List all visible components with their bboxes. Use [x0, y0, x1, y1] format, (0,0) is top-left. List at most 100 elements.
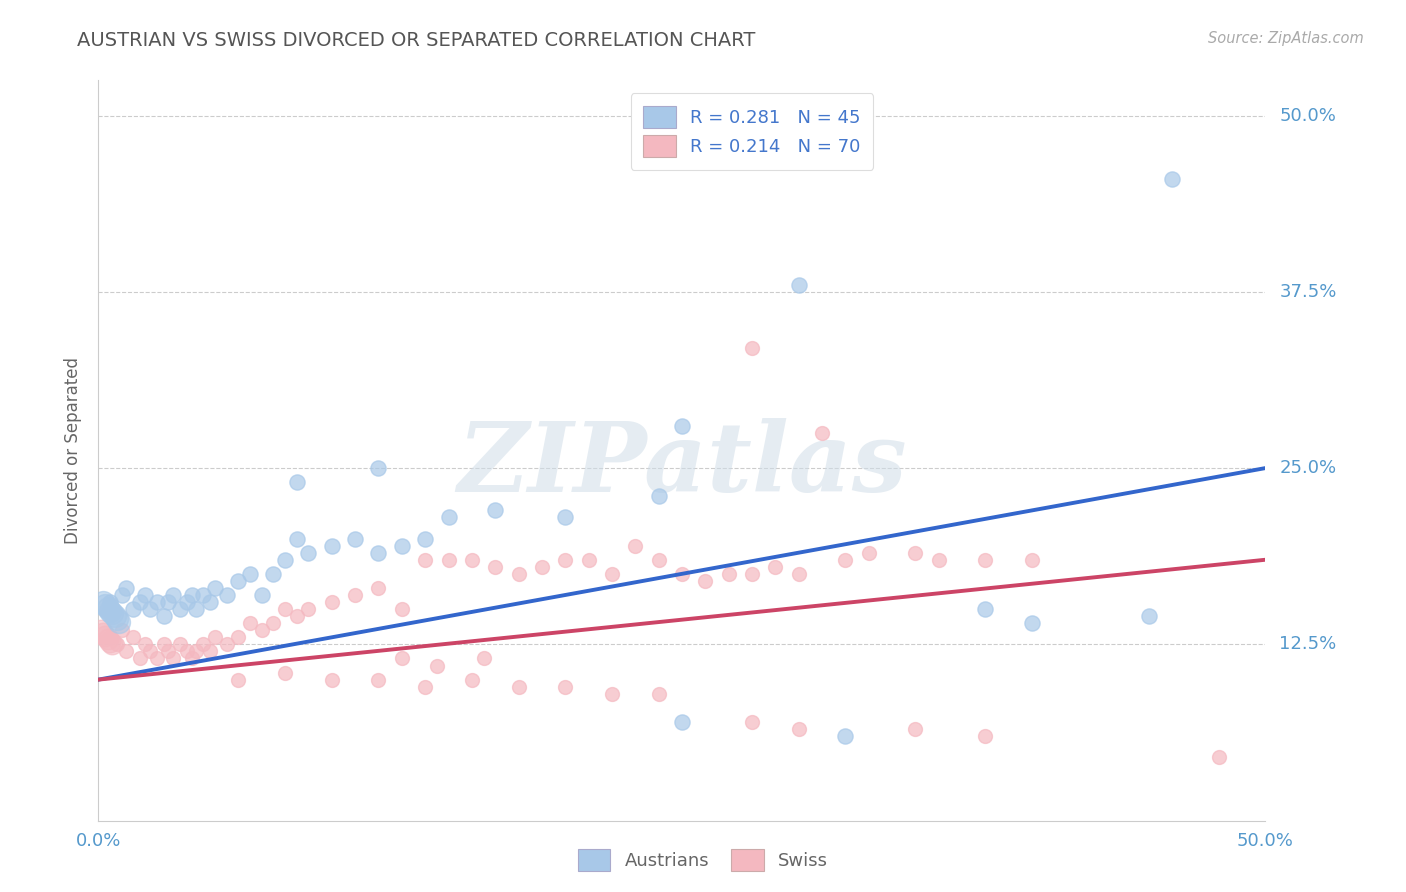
Point	[122, 602, 145, 616]
Point	[974, 553, 997, 567]
Point	[834, 729, 856, 743]
Point	[741, 566, 763, 581]
Point	[508, 680, 530, 694]
Point	[974, 602, 997, 616]
Point	[321, 673, 343, 687]
Point	[787, 722, 810, 736]
Point	[904, 722, 927, 736]
Point	[974, 729, 997, 743]
Point	[695, 574, 717, 588]
Text: AUSTRIAN VS SWISS DIVORCED OR SEPARATED CORRELATION CHART: AUSTRIAN VS SWISS DIVORCED OR SEPARATED …	[77, 31, 755, 50]
Point	[186, 602, 208, 616]
Point	[139, 602, 162, 616]
Point	[152, 609, 174, 624]
Point	[146, 595, 169, 609]
Point	[321, 539, 343, 553]
Point	[157, 644, 180, 658]
Legend: Austrians, Swiss: Austrians, Swiss	[571, 842, 835, 879]
Point	[484, 559, 506, 574]
Point	[97, 600, 120, 615]
Point	[215, 637, 238, 651]
Text: 12.5%: 12.5%	[1279, 635, 1337, 653]
Point	[215, 588, 238, 602]
Point	[274, 602, 297, 616]
Point	[204, 630, 226, 644]
Point	[741, 341, 763, 355]
Point	[367, 546, 389, 560]
Point	[1021, 553, 1043, 567]
Point	[98, 603, 121, 617]
Point	[437, 553, 460, 567]
Point	[162, 588, 184, 602]
Point	[904, 546, 927, 560]
Point	[228, 630, 250, 644]
Point	[204, 581, 226, 595]
Point	[671, 566, 693, 581]
Point	[91, 595, 114, 609]
Point	[508, 566, 530, 581]
Point	[763, 559, 786, 574]
Point	[787, 277, 810, 292]
Point	[484, 503, 506, 517]
Point	[297, 602, 319, 616]
Point	[111, 588, 134, 602]
Point	[105, 612, 128, 626]
Point	[180, 588, 202, 602]
Point	[169, 602, 191, 616]
Point	[858, 546, 880, 560]
Point	[1208, 750, 1230, 764]
Point	[391, 651, 413, 665]
Point	[250, 588, 273, 602]
Point	[1137, 609, 1160, 624]
Point	[228, 574, 250, 588]
Point	[162, 651, 184, 665]
Point	[193, 637, 215, 651]
Point	[671, 714, 693, 729]
Point	[129, 595, 152, 609]
Point	[413, 532, 436, 546]
Point	[98, 595, 121, 609]
Point	[94, 629, 117, 643]
Point	[461, 553, 484, 567]
Text: 25.0%: 25.0%	[1279, 459, 1337, 477]
Point	[413, 553, 436, 567]
Point	[169, 637, 191, 651]
Point	[554, 680, 576, 694]
Point	[671, 418, 693, 433]
Point	[180, 651, 202, 665]
Point	[367, 461, 389, 475]
Point	[600, 687, 623, 701]
Point	[274, 665, 297, 680]
Point	[344, 588, 367, 602]
Point	[321, 595, 343, 609]
Point	[200, 644, 222, 658]
Point	[647, 687, 669, 701]
Point	[285, 609, 308, 624]
Point	[437, 510, 460, 524]
Point	[122, 630, 145, 644]
Point	[134, 637, 156, 651]
Point	[262, 566, 284, 581]
Point	[600, 566, 623, 581]
Point	[111, 624, 134, 638]
Point	[186, 644, 208, 658]
Point	[367, 581, 389, 595]
Point	[461, 673, 484, 687]
Point	[811, 425, 834, 440]
Point	[228, 673, 250, 687]
Point	[262, 616, 284, 631]
Point	[274, 553, 297, 567]
Point	[94, 598, 117, 612]
Legend: R = 0.281   N = 45, R = 0.214   N = 70: R = 0.281 N = 45, R = 0.214 N = 70	[630, 93, 873, 169]
Point	[193, 588, 215, 602]
Point	[554, 510, 576, 524]
Point	[108, 615, 131, 629]
Text: 50.0%: 50.0%	[1279, 106, 1336, 125]
Text: ZIPatlas: ZIPatlas	[457, 418, 907, 512]
Point	[176, 644, 198, 658]
Point	[239, 616, 262, 631]
Point	[90, 624, 112, 638]
Point	[105, 637, 128, 651]
Point	[391, 539, 413, 553]
Point	[578, 553, 600, 567]
